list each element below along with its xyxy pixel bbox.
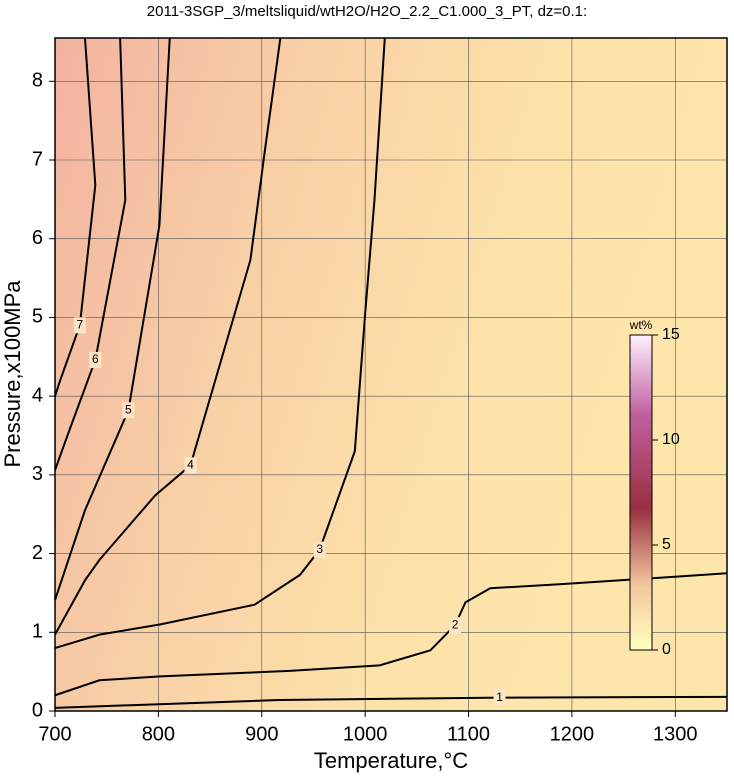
contour-line: [54, 37, 386, 649]
colorbar-tick-label: 0: [662, 641, 671, 658]
x-tick-label: 1000: [343, 723, 388, 745]
x-tick-label: 1100: [447, 723, 490, 745]
y-tick-label: 6: [32, 227, 43, 249]
y-tick-label: 4: [32, 384, 43, 406]
contours: 1 2 3 4 5 6 7: [54, 37, 728, 709]
plot-frame: [54, 37, 728, 712]
x-tick-label: 1200: [550, 723, 595, 745]
chart-title: 2011-3SGP_3/meltsliquid/wtH2O/H2O_2.2_C1…: [147, 3, 587, 20]
contour-label-bg: [89, 351, 102, 368]
contour-label: 3: [316, 542, 323, 556]
contour-label-bg: [184, 457, 197, 474]
x-axis-label: Temperature,°C: [314, 748, 468, 773]
contour-label-bg: [122, 402, 135, 419]
contour-label: 2: [452, 617, 459, 631]
contour-label-bg: [493, 689, 506, 706]
contour-label: 7: [76, 317, 83, 331]
colorbar: [629, 334, 653, 651]
contour-line: [54, 37, 282, 636]
contour-line: [54, 572, 728, 697]
y-axis-label: Pressure,x100MPa: [0, 280, 25, 468]
colorbar-label: wt%: [629, 318, 653, 332]
contour-label: 6: [92, 352, 99, 366]
contour-label-bg: [449, 617, 462, 634]
contour-label-bg: [313, 541, 326, 558]
contour-label: 4: [187, 458, 194, 472]
contour-label: 1: [496, 690, 503, 704]
x-tick-label: 700: [38, 723, 71, 745]
grid: [54, 38, 727, 712]
y-tick-label: 7: [32, 148, 43, 170]
plot-background: [55, 38, 727, 711]
y-tick-label: 8: [32, 70, 43, 92]
y-tick-label: 1: [32, 621, 43, 643]
contour-label: 5: [125, 402, 132, 416]
colorbar-tick-label: 5: [662, 536, 671, 553]
contour-label-bg: [73, 317, 86, 334]
colorbar-tick-label: 15: [662, 326, 680, 343]
y-tick-label: 3: [32, 463, 43, 485]
x-tick-label: 800: [142, 723, 175, 745]
x-tick-label: 1300: [653, 723, 698, 745]
y-tick-label: 5: [32, 306, 43, 328]
colorbar-tick-label: 10: [662, 431, 680, 448]
y-tick-label: 2: [32, 542, 43, 564]
x-tick-label: 900: [245, 723, 278, 745]
y-tick-label: 0: [32, 699, 43, 721]
contour-line: [54, 695, 728, 709]
